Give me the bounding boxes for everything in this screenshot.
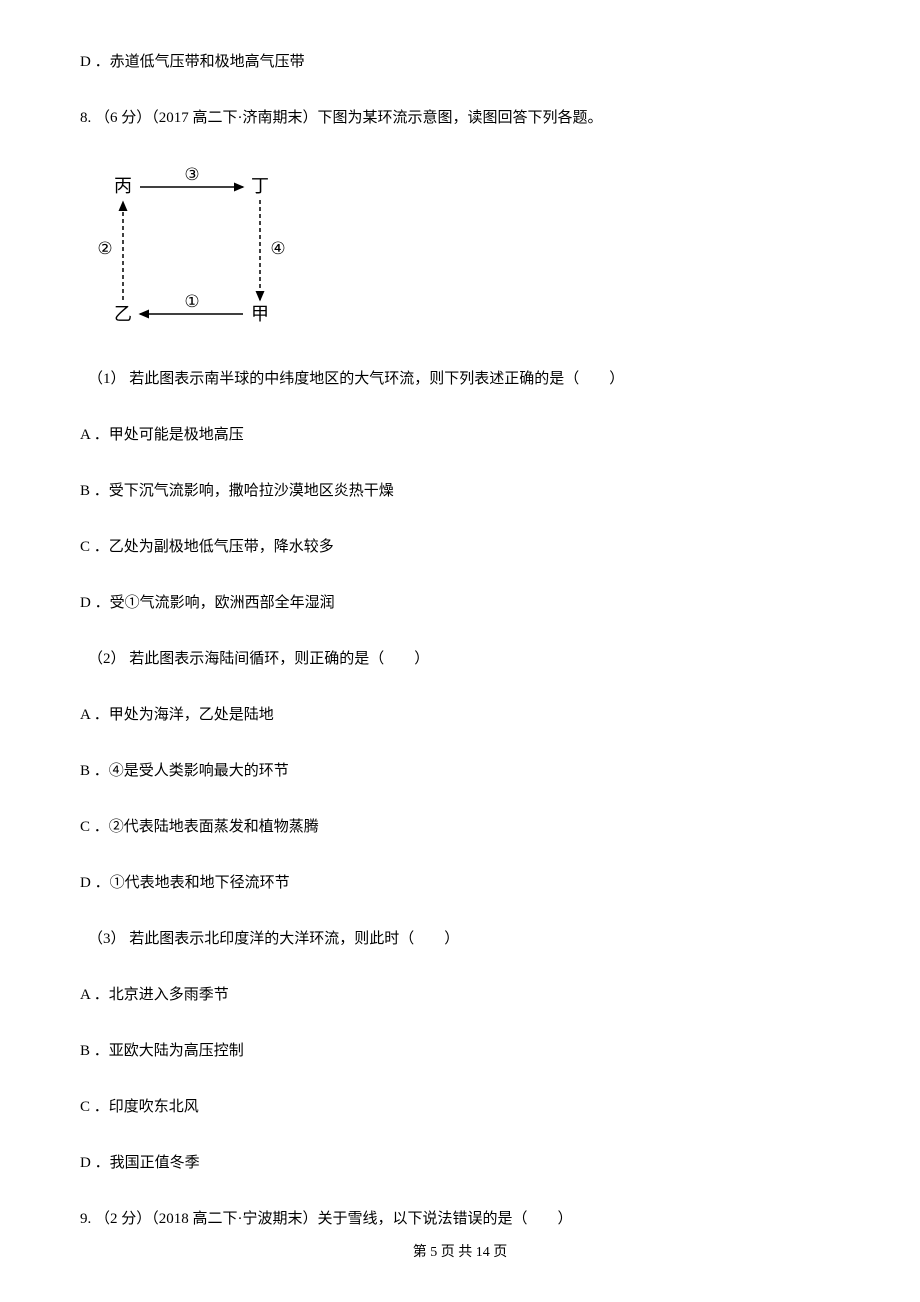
q8-sub2-stem: （2） 若此图表示海陆间循环，则正确的是（ ） xyxy=(88,647,840,671)
q8-sub2-option-b: B ．④是受人类影响最大的环节 xyxy=(80,759,840,783)
node-yi: 乙 xyxy=(114,304,132,324)
label-2: ② xyxy=(97,239,112,258)
diagram-svg: 丙 丁 乙 甲 ③ ④ ① ② xyxy=(95,162,295,332)
node-jia: 甲 xyxy=(251,304,269,324)
q8-sub3-option-a: A ．北京进入多雨季节 xyxy=(80,983,840,1007)
q8-sub2-option-a: A ．甲处为海洋，乙处是陆地 xyxy=(80,703,840,727)
q8-sub3-option-c: C ．印度吹东北风 xyxy=(80,1095,840,1119)
q8-sub3-stem: （3） 若此图表示北印度洋的大洋环流，则此时（ ） xyxy=(88,927,840,951)
q8-sub3-option-b: B ．亚欧大陆为高压控制 xyxy=(80,1039,840,1063)
q8-sub1-option-b: B ．受下沉气流影响，撒哈拉沙漠地区炎热干燥 xyxy=(80,479,840,503)
q8-sub1-option-a: A ．甲处可能是极地高压 xyxy=(80,423,840,447)
q8-sub1-option-d: D ．受①气流影响，欧洲西部全年湿润 xyxy=(80,591,840,615)
label-3: ③ xyxy=(184,165,199,184)
circulation-diagram: 丙 丁 乙 甲 ③ ④ ① ② xyxy=(95,162,840,337)
node-ding: 丁 xyxy=(251,176,269,196)
node-bing: 丙 xyxy=(114,176,132,196)
label-4: ④ xyxy=(270,239,285,258)
page-container: D ．赤道低气压带和极地高气压带 8. （6 分）（2017 高二下·济南期末）… xyxy=(0,0,920,1291)
label-1: ① xyxy=(184,292,199,311)
q8-sub1-option-c: C ．乙处为副极地低气压带，降水较多 xyxy=(80,535,840,559)
q8-sub2-option-c: C ．②代表陆地表面蒸发和植物蒸腾 xyxy=(80,815,840,839)
question-9-stem: 9. （2 分）（2018 高二下·宁波期末）关于雪线，以下说法错误的是（ ） xyxy=(80,1207,840,1231)
page-footer: 第 5 页 共 14 页 xyxy=(80,1241,840,1261)
question-8-stem: 8. （6 分）（2017 高二下·济南期末）下图为某环流示意图，读图回答下列各… xyxy=(80,106,840,130)
previous-option-d: D ．赤道低气压带和极地高气压带 xyxy=(80,50,840,74)
q8-sub2-option-d: D ．①代表地表和地下径流环节 xyxy=(80,871,840,895)
q8-sub1-stem: （1） 若此图表示南半球的中纬度地区的大气环流，则下列表述正确的是（ ） xyxy=(88,367,840,391)
q8-sub3-option-d: D ．我国正值冬季 xyxy=(80,1151,840,1175)
